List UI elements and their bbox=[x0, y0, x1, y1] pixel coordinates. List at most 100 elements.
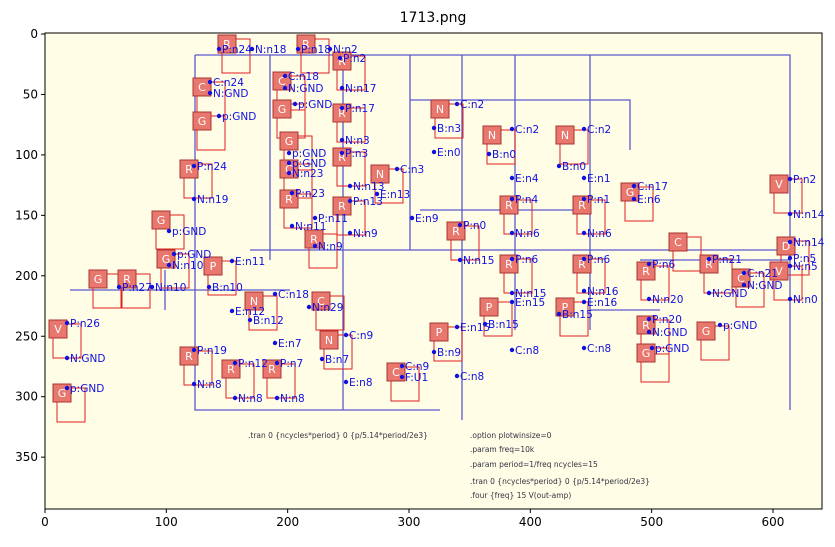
component-marker bbox=[311, 291, 331, 311]
node-label: E:n1 bbox=[587, 173, 611, 185]
node-label: N:n20 bbox=[652, 294, 683, 306]
node-dot bbox=[274, 395, 280, 401]
node-label: P:n13 bbox=[353, 196, 383, 208]
component-marker bbox=[555, 297, 575, 317]
x-tick-label: 600 bbox=[762, 515, 785, 529]
component-marker bbox=[332, 51, 352, 71]
component-letter: R bbox=[268, 363, 276, 376]
component-letter: R bbox=[642, 319, 650, 332]
node-dot bbox=[249, 46, 255, 52]
component-letter: R bbox=[642, 265, 650, 278]
node-label: E:n16 bbox=[587, 297, 618, 309]
node-label: E:n7 bbox=[278, 338, 302, 350]
y-tick-label: 50 bbox=[23, 87, 38, 101]
component-letter: N bbox=[250, 295, 258, 308]
component-letter: R bbox=[227, 363, 235, 376]
schematic-note: .param period=1/freq ncycles=15 bbox=[470, 460, 598, 469]
node-dot bbox=[295, 46, 301, 52]
node-label: E:n15 bbox=[460, 322, 490, 334]
y-tick-label: 200 bbox=[15, 269, 38, 283]
node-label: C:n18 bbox=[288, 71, 319, 83]
component-marker bbox=[117, 269, 137, 289]
node-dot bbox=[787, 296, 793, 302]
component-marker bbox=[636, 261, 656, 281]
y-tick-label: 100 bbox=[15, 148, 38, 162]
node-dot bbox=[306, 304, 312, 310]
y-tick-label: 250 bbox=[15, 329, 38, 343]
node-label: N:n23 bbox=[292, 168, 323, 180]
node-dot bbox=[556, 163, 562, 169]
component-marker bbox=[279, 131, 299, 151]
y-tick-label: 150 bbox=[15, 208, 38, 222]
node-label: N:n6 bbox=[515, 228, 540, 240]
node-dot bbox=[394, 166, 400, 172]
node-label: E:n9 bbox=[415, 213, 439, 225]
node-dot bbox=[191, 163, 197, 169]
node-dot bbox=[347, 198, 353, 204]
node-dot bbox=[509, 256, 515, 262]
component-letter: N bbox=[325, 334, 333, 347]
component-letter: P bbox=[436, 326, 443, 339]
node-label: P:n11 bbox=[318, 213, 348, 225]
node-dot bbox=[509, 126, 515, 132]
node-label: N:GND bbox=[213, 88, 248, 100]
node-dot bbox=[343, 332, 349, 338]
component-letter: R bbox=[302, 38, 310, 51]
node-dot bbox=[216, 113, 222, 119]
component-letter: G bbox=[278, 103, 287, 116]
node-label: B:n12 bbox=[253, 315, 284, 327]
component-letter: R bbox=[505, 258, 513, 271]
node-label: P:n12 bbox=[238, 358, 268, 370]
node-dot bbox=[191, 347, 197, 353]
component-marker bbox=[296, 34, 316, 54]
node-dot bbox=[741, 270, 747, 276]
node-label: B:n15 bbox=[488, 319, 519, 331]
component-letter: R bbox=[338, 107, 346, 120]
node-dot bbox=[289, 190, 295, 196]
node-label: E:n8 bbox=[349, 377, 373, 389]
node-dot bbox=[274, 360, 280, 366]
node-label: C:n2 bbox=[587, 124, 611, 136]
component-letter: N bbox=[561, 129, 569, 142]
component-letter: N bbox=[376, 168, 384, 181]
component-letter: R bbox=[578, 199, 586, 212]
component-letter: R bbox=[338, 151, 346, 164]
node-dot bbox=[312, 215, 318, 221]
component-marker bbox=[279, 159, 299, 179]
node-label: p:GND bbox=[298, 99, 332, 111]
component-letter: R bbox=[505, 199, 513, 212]
node-label: p:GND bbox=[70, 383, 104, 395]
component-marker bbox=[192, 111, 212, 131]
node-label: N:n15 bbox=[463, 255, 494, 267]
node-label: F:U1 bbox=[405, 372, 428, 384]
node-label: B:n15 bbox=[562, 309, 593, 321]
node-label: N:n9 bbox=[353, 228, 378, 240]
node-label: P:n19 bbox=[197, 345, 227, 357]
node-dot bbox=[166, 228, 172, 234]
node-label: N:n3 bbox=[345, 135, 370, 147]
component-letter: P bbox=[562, 301, 569, 314]
node-label: C:n24 bbox=[213, 77, 244, 89]
node-label: P:n2 bbox=[343, 53, 366, 65]
component-marker bbox=[203, 256, 223, 276]
node-dot bbox=[374, 191, 380, 197]
node-label: P:n27 bbox=[122, 282, 152, 294]
component-marker bbox=[319, 330, 339, 350]
node-label: N:n8 bbox=[280, 393, 305, 405]
node-dot bbox=[431, 349, 437, 355]
node-label: E:n15 bbox=[515, 297, 545, 309]
node-dot bbox=[581, 288, 587, 294]
node-label: P:n3 bbox=[345, 148, 368, 160]
node-label: E:n13 bbox=[380, 189, 410, 201]
component-letter: R bbox=[452, 225, 460, 238]
node-dot bbox=[717, 322, 723, 328]
node-label: P:n24 bbox=[222, 44, 252, 56]
component-letter: G bbox=[162, 253, 171, 266]
node-dot bbox=[581, 345, 587, 351]
component-letter: G bbox=[702, 325, 711, 338]
node-dot bbox=[64, 385, 70, 391]
node-label: p:GND bbox=[292, 148, 326, 160]
node-dot bbox=[454, 101, 460, 107]
component-marker bbox=[332, 147, 352, 167]
